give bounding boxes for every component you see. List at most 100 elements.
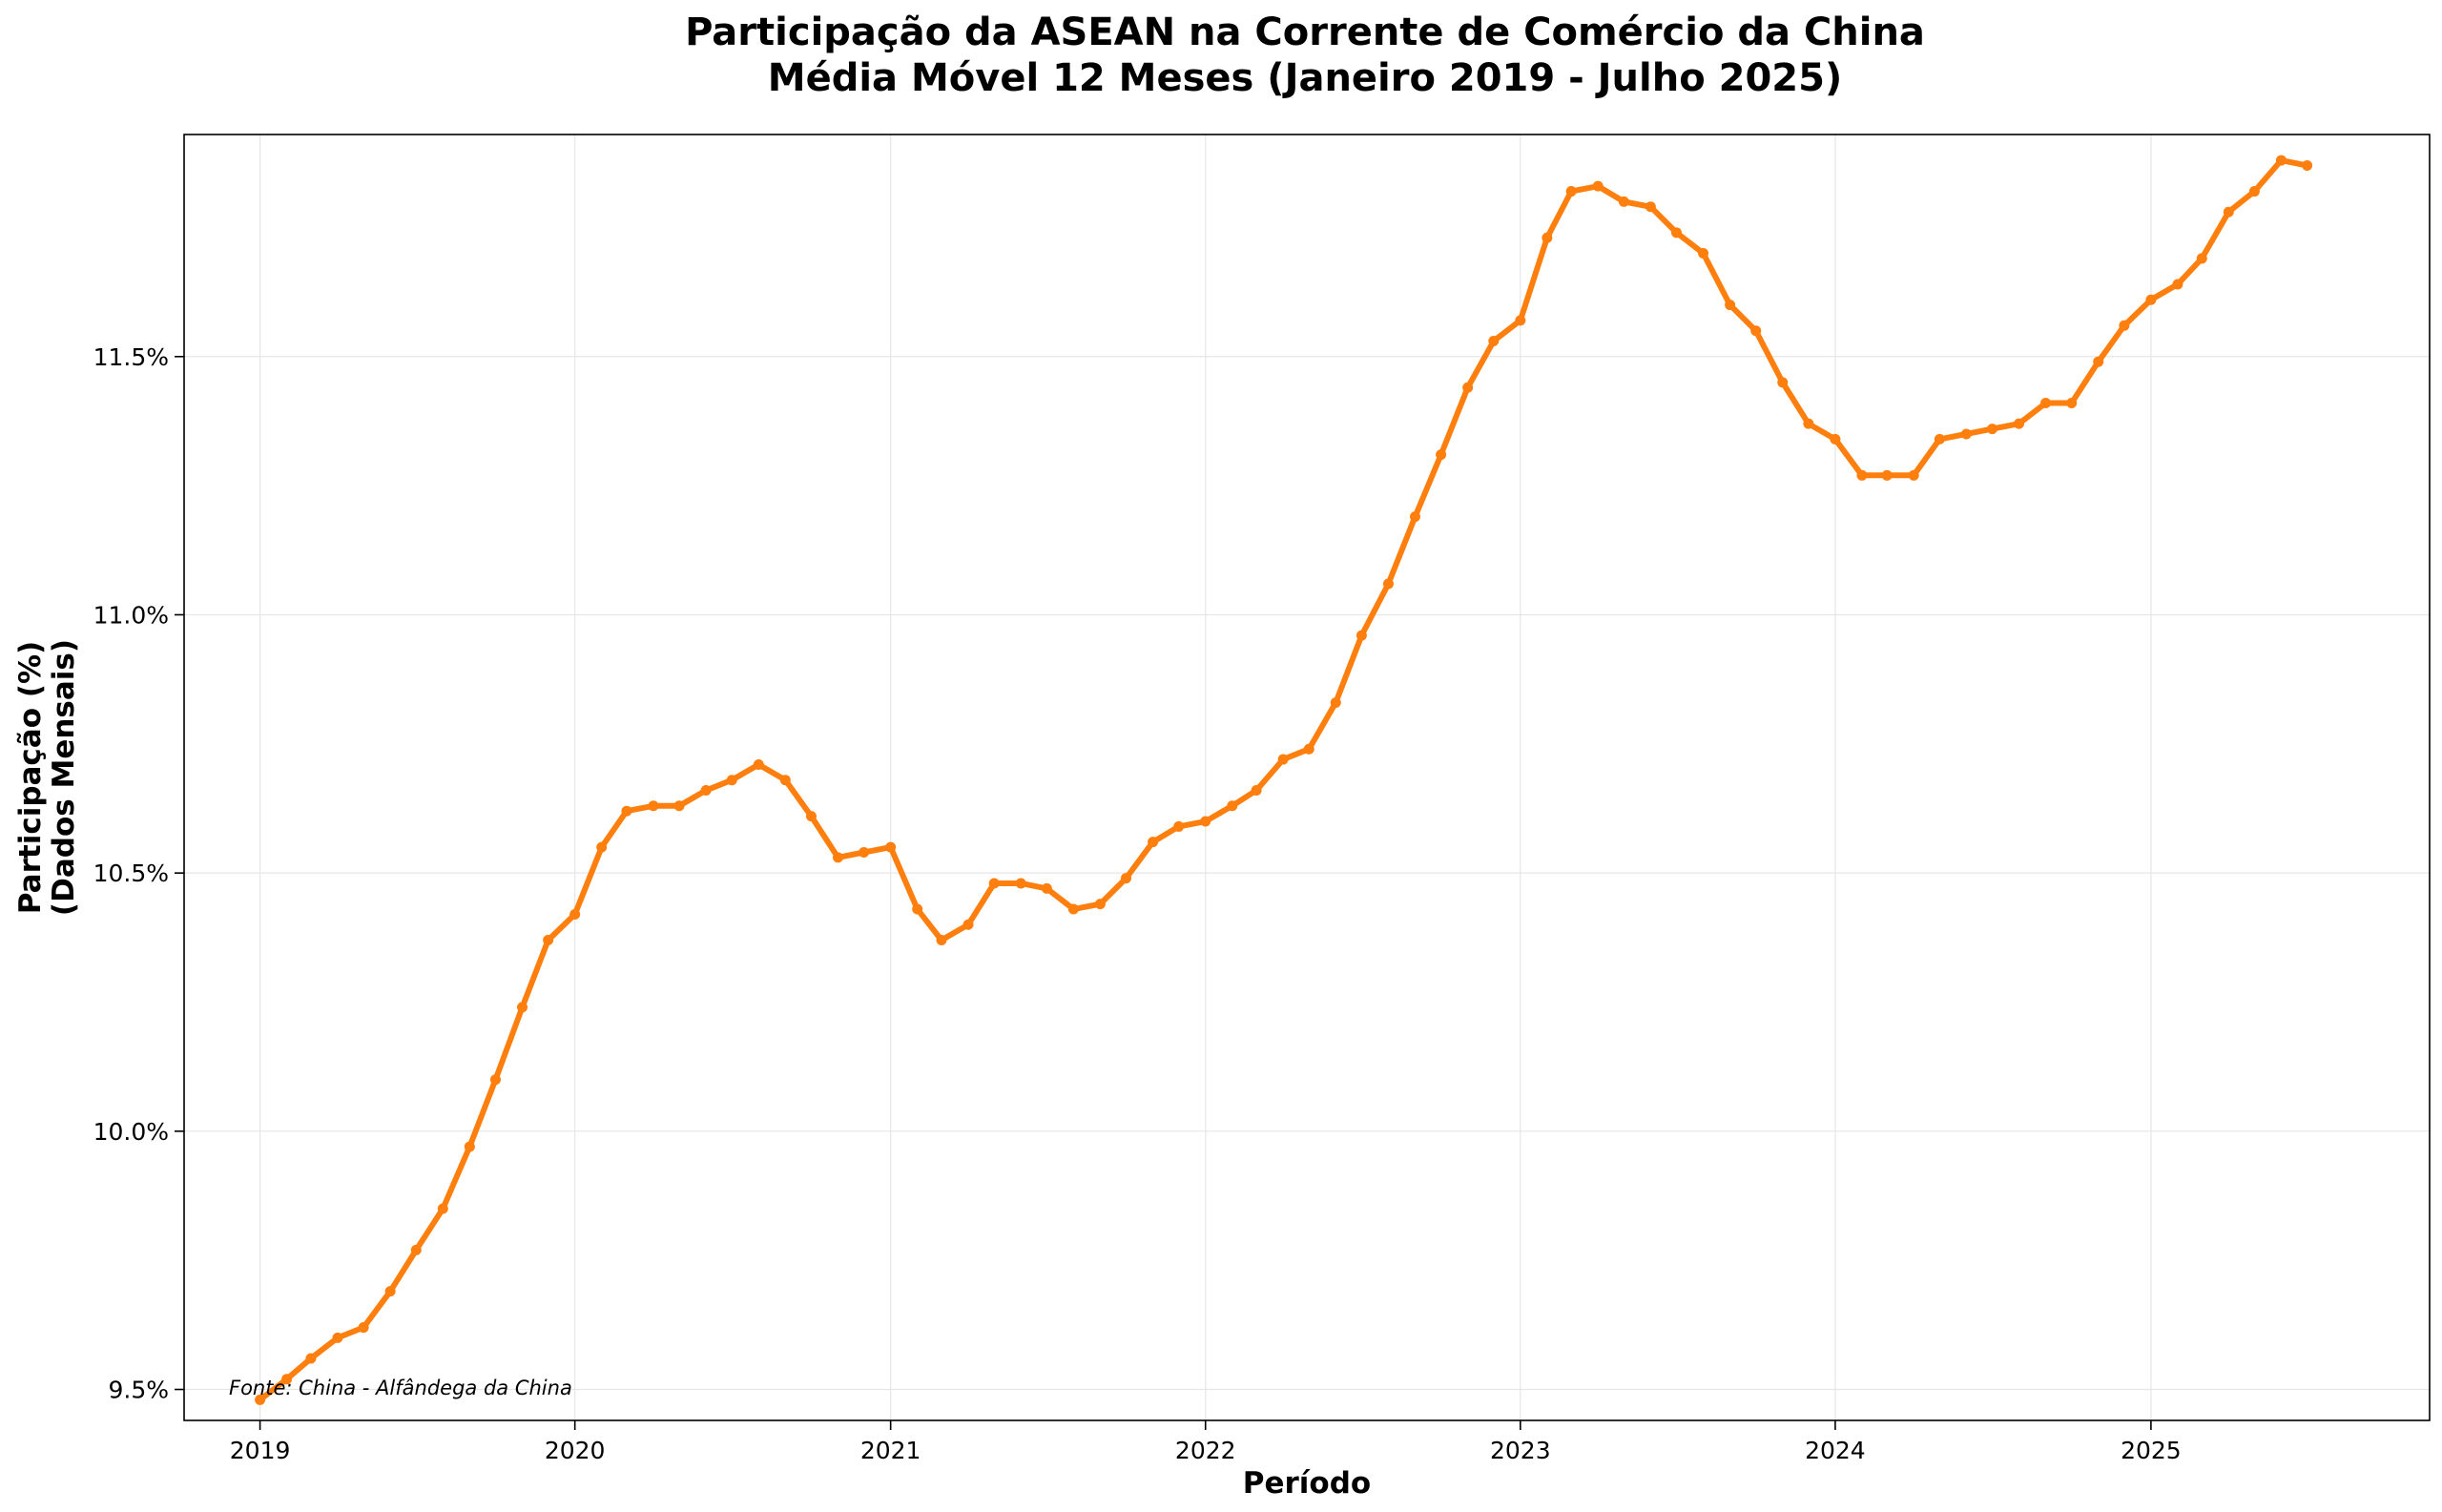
data-point: [1173, 820, 1185, 832]
data-point: [859, 846, 870, 858]
data-point: [2093, 356, 2104, 367]
data-point: [1041, 882, 1052, 894]
data-point: [832, 852, 843, 863]
data-point: [621, 805, 632, 817]
x-tick-label: 2021: [860, 1437, 921, 1464]
data-point: [1488, 336, 1500, 347]
data-point: [1618, 196, 1629, 207]
data-point: [1881, 469, 1893, 481]
data-point: [437, 1203, 448, 1214]
x-tick-label: 2022: [1175, 1437, 1236, 1464]
data-point: [1094, 899, 1106, 910]
data-point: [1330, 697, 1341, 709]
data-point: [2172, 279, 2183, 290]
x-tick-label: 2019: [230, 1437, 291, 1464]
data-point: [1565, 186, 1577, 197]
data-point: [753, 758, 764, 770]
x-tick-label: 2025: [2121, 1437, 2182, 1464]
data-point: [2248, 186, 2260, 197]
data-point: [1671, 227, 1683, 238]
data-point: [517, 1002, 528, 1013]
plot-area-frame: [183, 134, 2431, 1421]
data-point: [332, 1332, 343, 1343]
data-point: [1960, 428, 1972, 440]
data-point: [1227, 800, 1238, 812]
data-point: [1645, 201, 1656, 213]
data-point: [2223, 206, 2234, 217]
x-tick-label: 2023: [1490, 1437, 1551, 1464]
y-tick-label: 11.0%: [93, 601, 169, 629]
data-point: [1934, 433, 1945, 445]
data-point: [1542, 232, 1553, 243]
data-point: [936, 935, 947, 946]
data-point: [1303, 743, 1314, 755]
data-point: [1725, 300, 1736, 311]
data-point: [779, 775, 791, 786]
data-point: [1908, 469, 1919, 481]
data-point: [885, 841, 897, 853]
data-point: [988, 878, 1000, 889]
data-point: [2145, 294, 2157, 305]
data-point: [1592, 180, 1604, 192]
data-point: [543, 935, 554, 946]
data-point: [1803, 418, 1814, 429]
data-point: [805, 811, 817, 822]
y-tick-label: 10.5%: [93, 860, 169, 887]
data-point: [1409, 511, 1420, 523]
data-series: [255, 155, 2313, 1405]
data-point: [1698, 248, 1709, 259]
x-axis-ticks: 2019 2020 2021 2022 2023 2024 2025: [230, 1420, 2182, 1464]
data-point: [2275, 155, 2287, 166]
data-point: [489, 1074, 501, 1086]
data-point: [464, 1141, 475, 1152]
data-point: [912, 903, 923, 915]
data-point: [410, 1244, 422, 1255]
data-point: [962, 919, 974, 930]
y-axis-label: Participação (%) (Dados Mensais): [13, 639, 81, 916]
data-point: [255, 1394, 266, 1405]
data-point: [1777, 377, 1789, 388]
data-point: [726, 775, 737, 786]
data-point: [1462, 382, 1474, 393]
data-point: [2040, 398, 2052, 409]
y-tick-label: 9.5%: [108, 1377, 169, 1404]
y-axis-label-line1: Participação (%): [13, 641, 48, 914]
data-point: [358, 1322, 369, 1334]
data-point: [281, 1374, 293, 1385]
grid: [184, 135, 2430, 1420]
data-point: [1356, 630, 1367, 641]
chart-title: Participação da ASEAN na Corrente de Com…: [685, 10, 1925, 54]
y-tick-label: 11.5%: [93, 343, 169, 371]
data-point: [2066, 398, 2078, 409]
data-point: [1382, 578, 1394, 590]
data-point: [1251, 785, 1262, 797]
data-point: [2014, 418, 2025, 429]
data-point: [700, 785, 712, 797]
data-point: [1986, 424, 1997, 435]
data-point: [305, 1353, 317, 1364]
data-point: [569, 908, 581, 920]
data-point: [2302, 159, 2313, 171]
data-point: [673, 800, 685, 812]
source-note: Fonte: China - Alfândega da China: [229, 1377, 572, 1399]
data-point: [1277, 754, 1289, 765]
data-point: [1148, 837, 1159, 848]
data-point: [1856, 469, 1868, 481]
data-point: [2119, 320, 2130, 331]
data-point: [2196, 253, 2207, 264]
y-tick-label: 10.0%: [93, 1118, 169, 1146]
y-axis-ticks: 9.5% 10.0% 10.5% 11.0% 11.5%: [93, 343, 184, 1404]
data-point: [1067, 903, 1079, 915]
data-point: [1436, 449, 1447, 461]
x-tick-label: 2020: [545, 1437, 606, 1464]
data-point: [596, 841, 608, 853]
data-point: [1015, 878, 1026, 889]
data-point: [648, 800, 659, 812]
data-point: [1515, 315, 1526, 326]
y-axis-label-line2: (Dados Mensais): [47, 639, 81, 916]
data-point: [1200, 816, 1211, 827]
data-point: [1750, 325, 1762, 337]
data-point: [1121, 873, 1132, 884]
